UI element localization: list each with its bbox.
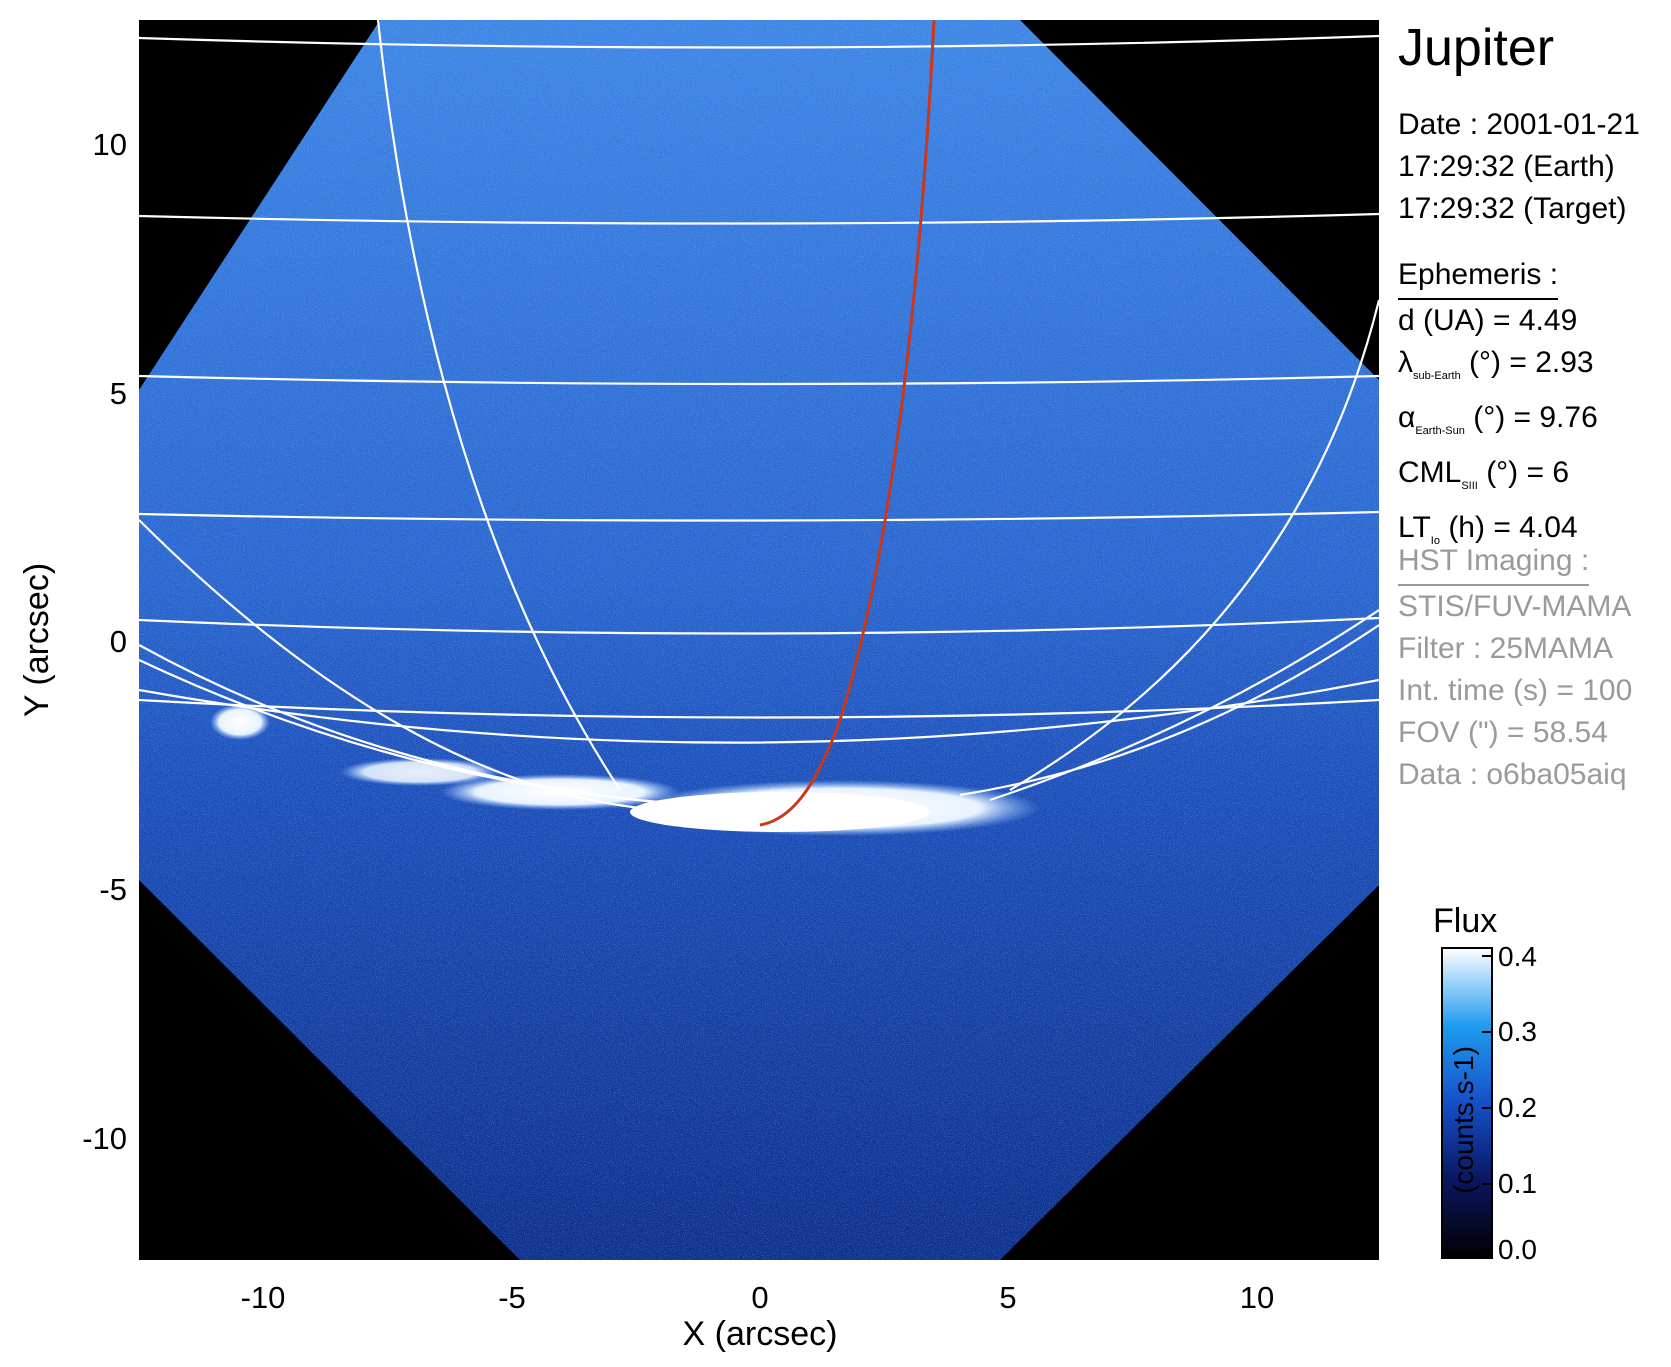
hst-data: Data : o6ba05aiq (1398, 758, 1627, 791)
y-tick-label: 0 (110, 624, 127, 659)
colorbar-tick-label: 0.2 (1498, 1092, 1537, 1123)
detector-noise (139, 20, 1379, 1260)
x-tick-label: 5 (999, 1280, 1016, 1315)
x-tick-label: 0 (751, 1280, 768, 1315)
ephem-alpha: αEarth-Sun (°) = 9.76 (1398, 401, 1598, 437)
y-axis: 10 5 0 -5 -10 Y (arcsec) (18, 127, 127, 1156)
hst-filter: Filter : 25MAMA (1398, 632, 1614, 665)
io-spot (210, 704, 270, 740)
ephemeris-block: Ephemeris : d (UA) = 4.49 λsub-Earth (°)… (1398, 254, 1598, 562)
hst-block: HST Imaging : STIS/FUV-MAMA Filter : 25M… (1398, 540, 1632, 796)
ephem-cml: CMLSIII (°) = 6 (1398, 456, 1570, 492)
ephem-distance: d (UA) = 4.49 (1398, 304, 1578, 337)
x-tick-label: 10 (1240, 1280, 1274, 1315)
y-tick-label: -5 (99, 872, 127, 907)
hst-int-time: Int. time (s) = 100 (1398, 674, 1633, 707)
x-tick-label: -5 (498, 1280, 526, 1315)
ephem-lt: LTIo (h) = 4.04 (1398, 511, 1578, 547)
hst-instrument: STIS/FUV-MAMA (1398, 590, 1632, 623)
colorbar-title: Flux (1433, 902, 1498, 940)
io-footprint-line (759, 20, 936, 827)
hst-fov: FOV (") = 58.54 (1398, 716, 1608, 749)
colorbar-gradient (1441, 947, 1493, 1259)
y-tick-label: 10 (93, 127, 127, 162)
colorbar-tick-label: 0.4 (1498, 941, 1537, 972)
x-axis-label: X (arcsec) (683, 1315, 838, 1353)
ephem-lambda: λsub-Earth (°) = 2.93 (1398, 346, 1594, 382)
hst-header: HST Imaging : (1398, 540, 1590, 586)
colorbar-tick-label: 0.0 (1498, 1234, 1537, 1265)
x-axis: -10 -5 0 5 10 X (arcsec) (241, 1280, 1275, 1353)
date-line: Date : 2001-01-21 (1398, 108, 1640, 141)
date-block: Date : 2001-01-21 17:29:32 (Earth) 17:29… (1398, 104, 1640, 230)
x-tick-label: -10 (241, 1280, 286, 1315)
colorbar: 0.4 0.3 0.2 0.1 0.0 (1441, 941, 1537, 1265)
earth-time: 17:29:32 (Earth) (1398, 150, 1615, 183)
colorbar-tick-label: 0.1 (1498, 1168, 1537, 1199)
y-tick-label: -10 (82, 1121, 127, 1156)
colorbar-tick-label: 0.3 (1498, 1016, 1537, 1047)
planet-grid (139, 20, 1379, 812)
figure-title: Jupiter (1398, 19, 1555, 77)
ephemeris-header: Ephemeris : (1398, 254, 1559, 300)
y-axis-label: Y (arcsec) (18, 563, 56, 717)
colorbar-unit: (counts.s-1) (1447, 1046, 1479, 1194)
y-tick-label: 5 (110, 376, 127, 411)
image-panel (139, 20, 1379, 1260)
target-time: 17:29:32 (Target) (1398, 192, 1627, 225)
